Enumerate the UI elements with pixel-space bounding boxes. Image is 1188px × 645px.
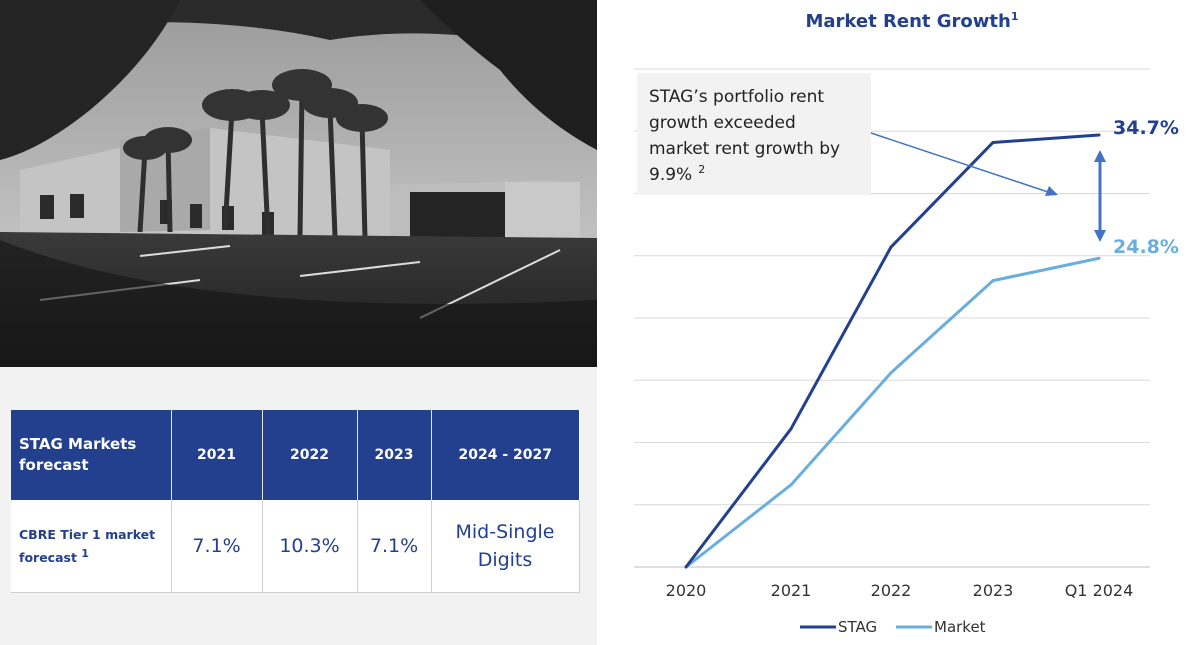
data-point-stag-3	[991, 140, 995, 144]
table-header-row: STAG Markets forecast 2021 2022 2023 202…	[11, 410, 579, 500]
annotation-line-2: growth exceeded	[649, 113, 796, 133]
data-point-market-4	[1097, 256, 1101, 260]
header-2022: 2022	[262, 410, 358, 500]
gap-arrow-head-bottom	[1094, 230, 1106, 242]
row-label-cell: CBRE Tier 1 market forecast 1	[11, 500, 172, 593]
data-point-stag-0	[684, 565, 688, 569]
header-markets-forecast: STAG Markets forecast	[11, 410, 172, 500]
legend-market-label: Market	[934, 618, 986, 636]
value-2023: 7.1%	[357, 500, 432, 593]
data-point-market-3	[991, 279, 995, 283]
value-2024-2027-line2: Digits	[477, 549, 533, 571]
data-point-market-2	[889, 371, 893, 375]
annotation-line-3: market rent growth by	[649, 139, 840, 159]
value-2024-2027: Mid-Single Digits	[431, 500, 580, 593]
header-2024-2027: 2024 - 2027	[431, 410, 579, 500]
row-label: CBRE Tier 1 market forecast	[19, 526, 156, 566]
x-tick-label: 2022	[871, 581, 912, 600]
series-line-stag	[684, 133, 1100, 568]
series-lines	[684, 133, 1101, 569]
x-axis-labels: 2020 2021 2022 2023 Q1 2024	[666, 581, 1134, 600]
annotation-line-4: 9.9% 2	[649, 163, 705, 185]
header-2023: 2023	[357, 410, 432, 500]
forecast-table: STAG Markets forecast 2021 2022 2023 202…	[11, 410, 580, 593]
series-line-market	[685, 256, 1100, 569]
chart-title: Market Rent Growth1	[806, 10, 1019, 32]
market-end-label: 24.8%	[1113, 236, 1179, 258]
annotation-value: 9.9%	[649, 165, 692, 185]
chart-title-footnote: 1	[1011, 10, 1019, 23]
row-label-footnote: 1	[81, 546, 89, 560]
annotation-box	[637, 73, 871, 195]
annotation-pointer-line	[870, 132, 1049, 193]
header-2021: 2021	[171, 410, 263, 500]
data-point-stag-1	[789, 427, 793, 431]
legend-stag-label: STAG	[838, 618, 877, 636]
warehouse-photo	[0, 0, 597, 367]
gap-arrow-head-top	[1094, 150, 1106, 162]
table-row: CBRE Tier 1 market forecast 1 7.1% 10.3%…	[11, 500, 580, 593]
chart-title-text: Market Rent Growth	[806, 11, 1011, 32]
value-2024-2027-line1: Mid-Single	[455, 521, 555, 543]
annotation-footnote: 2	[698, 163, 705, 176]
chart-legend: STAG Market	[800, 618, 986, 636]
value-2022: 10.3%	[262, 500, 358, 593]
value-2021: 7.1%	[171, 500, 263, 593]
x-tick-label: 2023	[973, 581, 1014, 600]
data-point-stag-2	[889, 245, 893, 249]
x-tick-label: 2020	[666, 581, 707, 600]
stag-end-label: 34.7%	[1113, 117, 1179, 139]
data-point-market-1	[789, 483, 793, 487]
x-tick-label: 2021	[771, 581, 812, 600]
annotation-line-1: STAG’s portfolio rent	[649, 87, 824, 107]
x-tick-label: Q1 2024	[1065, 581, 1134, 600]
annotation-pointer-head	[1045, 186, 1058, 196]
rent-growth-chart: Market Rent Growth1 2020 2021 2022 2023 Q1 2…	[634, 10, 1179, 636]
data-point-stag-4	[1097, 133, 1101, 137]
left-panel: STAG Markets forecast 2021 2022 2023 202…	[0, 0, 597, 645]
